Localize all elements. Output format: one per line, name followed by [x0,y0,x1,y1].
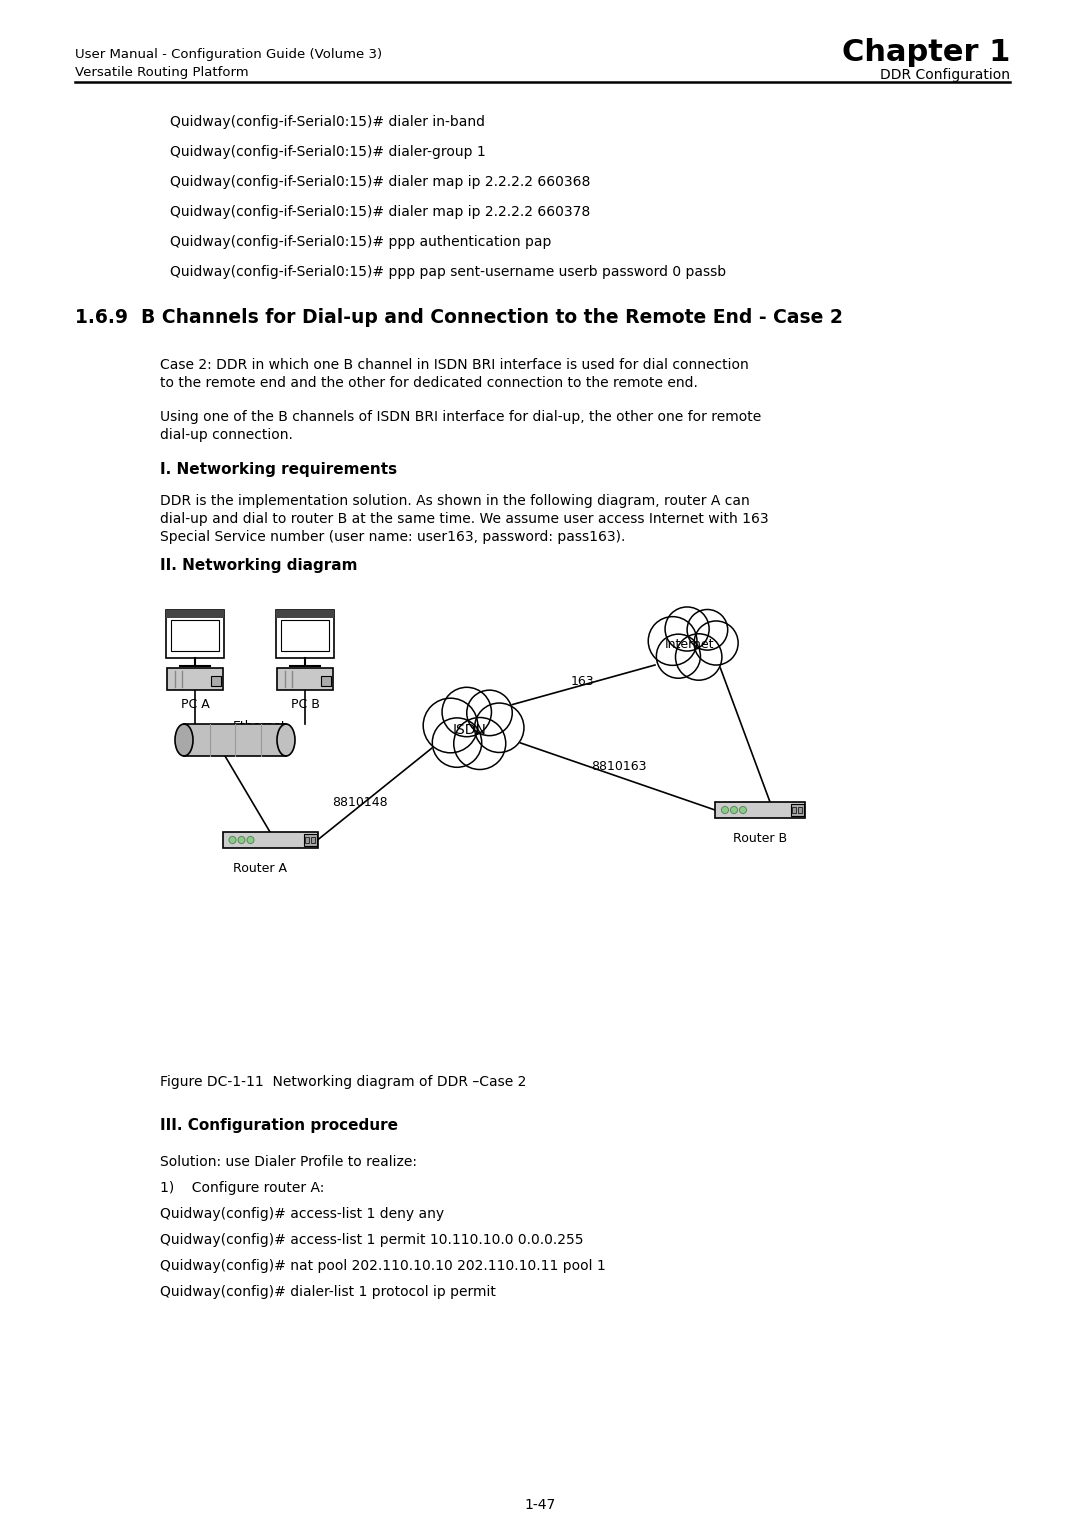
Bar [171,620,219,651]
Circle shape [229,836,237,843]
Text: 1)    Configure router A:: 1) Configure router A: [160,1181,324,1195]
Text: Special Service number (user name: user163, password: pass163).: Special Service number (user name: user1… [160,530,625,544]
Text: Router A: Router A [233,862,287,876]
Text: 1.6.9  B Channels for Dial-up and Connection to the Remote End - Case 2: 1.6.9 B Channels for Dial-up and Connect… [75,309,842,327]
Text: 8810163: 8810163 [591,761,646,773]
Text: Solution: use Dialer Profile to realize:: Solution: use Dialer Profile to realize: [160,1155,417,1169]
Bar [311,837,314,843]
Bar [222,833,318,848]
Text: User Manual - Configuration Guide (Volume 3): User Manual - Configuration Guide (Volum… [75,47,382,61]
Bar [305,837,309,843]
Text: Case 2: DDR in which one B channel in ISDN BRI interface is used for dial connec: Case 2: DDR in which one B channel in IS… [160,358,748,371]
Ellipse shape [276,724,295,756]
Text: Using one of the B channels of ISDN BRI interface for dial-up, the other one for: Using one of the B channels of ISDN BRI … [160,410,761,423]
Bar [167,668,222,691]
Circle shape [740,807,746,813]
Bar [281,620,329,651]
Circle shape [454,718,505,770]
Bar [211,675,221,686]
Circle shape [730,807,738,813]
Bar [276,668,333,691]
Bar [792,807,796,813]
Text: III. Configuration procedure: III. Configuration procedure [160,1118,399,1132]
Circle shape [657,634,701,678]
Bar [798,807,802,813]
Text: Chapter 1: Chapter 1 [841,38,1010,67]
Text: to the remote end and the other for dedicated connection to the remote end.: to the remote end and the other for dedi… [160,376,698,390]
Text: 8810148: 8810148 [332,796,388,808]
Bar [321,675,330,686]
Text: dial-up connection.: dial-up connection. [160,428,293,442]
Circle shape [423,698,477,753]
Circle shape [247,836,254,843]
Bar [715,802,805,817]
Bar [166,610,224,659]
Text: Quidway(config-if-Serial0:15)# dialer in-band: Quidway(config-if-Serial0:15)# dialer in… [170,115,485,128]
Text: Quidway(config)# nat pool 202.110.10.10 202.110.10.11 pool 1: Quidway(config)# nat pool 202.110.10.10 … [160,1259,606,1273]
Bar [791,804,804,816]
Bar [276,610,334,617]
Text: PC B: PC B [291,698,320,711]
Text: 163: 163 [570,675,594,688]
Bar [303,834,316,847]
Text: Versatile Routing Platform: Versatile Routing Platform [75,66,248,79]
Text: dial-up and dial to router B at the same time. We assume user access Internet wi: dial-up and dial to router B at the same… [160,512,769,526]
Text: Router B: Router B [733,833,787,845]
Bar [276,610,334,659]
Text: ISDN: ISDN [454,723,487,736]
Text: Quidway(config-if-Serial0:15)# ppp authentication pap: Quidway(config-if-Serial0:15)# ppp authe… [170,235,552,249]
Text: II. Networking diagram: II. Networking diagram [160,558,357,573]
Text: Quidway(config-if-Serial0:15)# dialer-group 1: Quidway(config-if-Serial0:15)# dialer-gr… [170,145,486,159]
Circle shape [675,634,721,680]
Circle shape [474,703,524,752]
Text: Quidway(config)# access-list 1 permit 10.110.10.0 0.0.0.255: Quidway(config)# access-list 1 permit 10… [160,1233,583,1247]
Text: Internet: Internet [665,639,715,651]
Circle shape [665,607,710,651]
Text: Quidway(config-if-Serial0:15)# dialer map ip 2.2.2.2 660368: Quidway(config-if-Serial0:15)# dialer ma… [170,176,591,189]
Circle shape [694,620,738,665]
Bar [184,724,286,756]
Circle shape [467,691,512,735]
Ellipse shape [175,724,193,756]
Text: Figure DC-1-11  Networking diagram of DDR –Case 2: Figure DC-1-11 Networking diagram of DDR… [160,1076,526,1089]
Circle shape [442,688,491,736]
Circle shape [238,836,245,843]
Text: Quidway(config)# dialer-list 1 protocol ip permit: Quidway(config)# dialer-list 1 protocol … [160,1285,496,1299]
Text: Quidway(config)# access-list 1 deny any: Quidway(config)# access-list 1 deny any [160,1207,444,1221]
Circle shape [721,807,729,813]
Text: Quidway(config-if-Serial0:15)# dialer map ip 2.2.2.2 660378: Quidway(config-if-Serial0:15)# dialer ma… [170,205,591,219]
Text: Quidway(config-if-Serial0:15)# ppp pap sent-username userb password 0 passb: Quidway(config-if-Serial0:15)# ppp pap s… [170,264,726,280]
Circle shape [648,617,697,665]
Text: DDR Configuration: DDR Configuration [880,69,1010,83]
Bar [166,610,224,617]
Text: 1-47: 1-47 [525,1497,555,1513]
Text: DDR is the implementation solution. As shown in the following diagram, router A : DDR is the implementation solution. As s… [160,494,750,507]
Text: PC A: PC A [180,698,210,711]
Circle shape [432,718,482,767]
Text: Ethernet: Ethernet [233,720,287,733]
Circle shape [687,610,728,649]
Text: I. Networking requirements: I. Networking requirements [160,461,397,477]
